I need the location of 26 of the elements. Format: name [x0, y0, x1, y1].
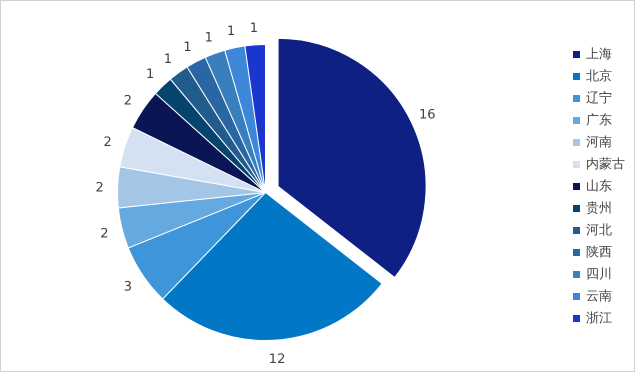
- data-label: 16: [419, 108, 436, 123]
- legend-label: 辽宁: [586, 90, 612, 107]
- data-label: 1: [204, 30, 213, 46]
- legend-label: 河南: [586, 134, 612, 151]
- data-label: 2: [100, 226, 109, 242]
- legend-label: 北京: [586, 68, 612, 85]
- legend-label: 山东: [586, 178, 612, 195]
- legend-label: 上海: [586, 46, 612, 63]
- data-label: 2: [124, 94, 132, 109]
- data-label: 1: [164, 52, 172, 68]
- legend-label: 贵州: [586, 200, 612, 217]
- data-label: 1: [183, 40, 192, 55]
- legend-label: 广东: [586, 112, 612, 129]
- data-label: 1: [250, 20, 258, 36]
- legend-label: 陕西: [586, 244, 612, 261]
- legend-label: 四川: [586, 266, 612, 283]
- legend-label: 河北: [586, 222, 612, 239]
- data-label: 12: [268, 352, 286, 368]
- data-label: 1: [226, 24, 236, 40]
- legend-label: 浙江: [586, 310, 612, 327]
- legend-label: 内蒙古: [586, 156, 625, 173]
- legend-label: 云南: [586, 288, 612, 305]
- data-label: 2: [95, 180, 104, 196]
- data-label: 2: [103, 135, 112, 150]
- data-label: 3: [124, 279, 132, 294]
- data-label: 1: [146, 67, 154, 82]
